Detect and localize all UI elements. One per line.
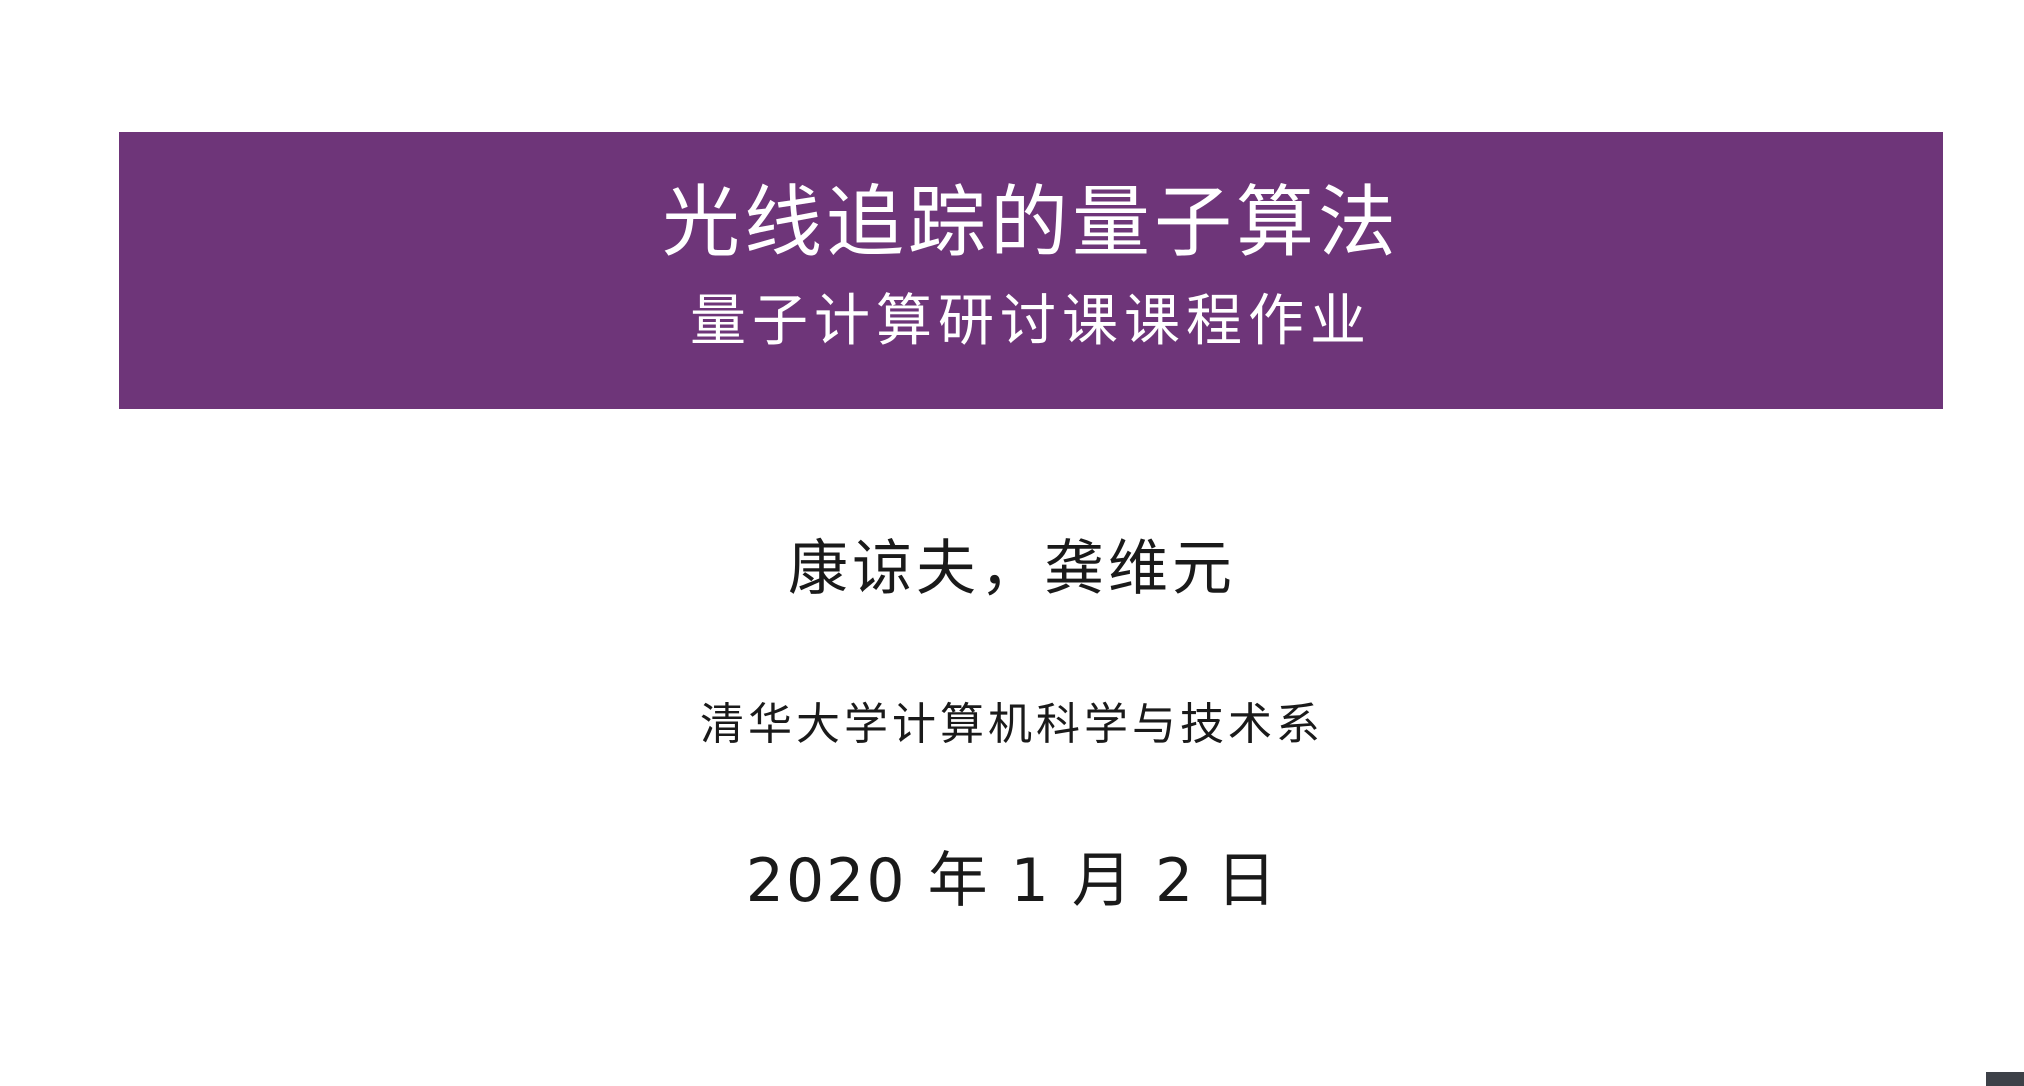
corner-scroll-indicator[interactable] [1986,1072,2024,1086]
slide-title: 光线追踪的量子算法 [661,177,1400,268]
slide-subtitle: 量子计算研讨课课程作业 [690,288,1372,354]
institute: 清华大学计算机科学与技术系 [700,699,1324,750]
title-banner: 光线追踪的量子算法 量子计算研讨课课程作业 [119,132,1943,409]
date: 2020 年 1 月 2 日 [745,846,1279,916]
authors: 康谅夫，龚维元 [788,534,1236,604]
